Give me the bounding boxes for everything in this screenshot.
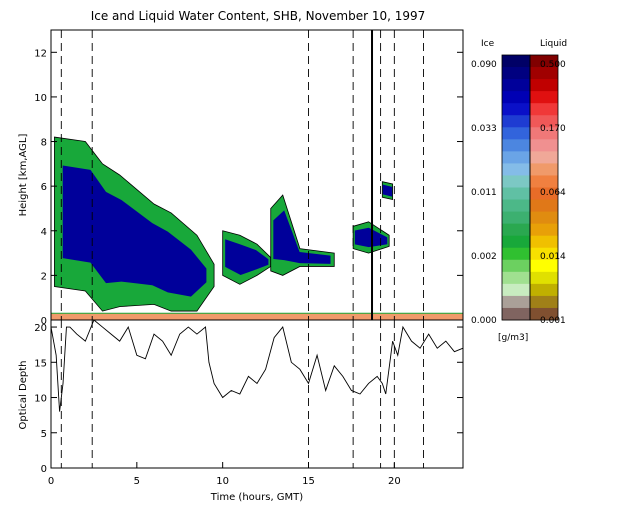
- colorbar-ice-cell-18: [502, 271, 530, 285]
- xtick-label-0: 0: [48, 476, 54, 487]
- colorbar-liquid-tick-4: 0.001: [540, 316, 566, 326]
- colorbar-ice-label: Ice: [481, 39, 495, 49]
- cloud-core-0: [62, 165, 207, 297]
- top-ylabel: Height [km,AGL]: [18, 134, 29, 217]
- cloud-region-5: [50, 312, 464, 321]
- colorbar-ice-tick-0: 0.090: [471, 60, 497, 70]
- top-ytick-label-3: 6: [41, 182, 47, 193]
- bottom-plot-background: [51, 320, 463, 468]
- colorbar-ice-cell-20: [502, 295, 530, 309]
- colorbar-liquid-tick-2: 0.064: [540, 188, 566, 198]
- colorbar-units: [g/m3]: [498, 333, 528, 343]
- xtick-label-4: 20: [388, 476, 401, 487]
- colorbar-liquid-cell-12: [530, 199, 558, 213]
- colorbar-liquid-label: Liquid: [540, 39, 567, 49]
- chart-title: Ice and Liquid Water Content, SHB, Novem…: [91, 9, 426, 23]
- colorbar-liquid-cell-20: [530, 295, 558, 309]
- colorbar-ice-cell-14: [502, 223, 530, 237]
- colorbar-liquid-tick-3: 0.014: [540, 252, 566, 262]
- colorbar-liquid-cell-7: [530, 139, 558, 152]
- colorbar-ice-tick-1: 0.033: [471, 124, 497, 134]
- colorbar-liquid-cell-13: [530, 211, 558, 225]
- colorbar-ice-cell-9: [502, 163, 530, 176]
- colorbar-liquid-cell-3: [530, 91, 558, 104]
- colorbar-ice-tick-4: 0.000: [471, 316, 497, 326]
- colorbar-ice-tick-2: 0.011: [471, 188, 497, 198]
- bottom-plot-frame: [50, 319, 464, 469]
- cloud-core-4: [382, 184, 393, 197]
- colorbar-ice-strip: [502, 55, 530, 321]
- colorbar: Ice Liquid 0.090 0.500 0.033 0.170 0.011 0.06…: [471, 39, 567, 343]
- colorbar-liquid-cell-1: [530, 67, 558, 80]
- optical-depth-line: [50, 319, 464, 412]
- bottom-x-axis: 0 5 10 15 20: [48, 462, 401, 487]
- colorbar-liquid-cell-5: [530, 115, 558, 128]
- colorbar-ice-cell-13: [502, 211, 530, 225]
- colorbar-ice-cell-21: [502, 307, 530, 321]
- colorbar-liquid-cell-15: [530, 235, 558, 249]
- colorbar-ice-cell-1: [502, 67, 530, 80]
- bottom-vertical-lines: [60, 320, 424, 468]
- top-ytick-label-6: 12: [34, 48, 47, 59]
- cloud-core-2: [273, 210, 331, 264]
- bottom-ylabel: Optical Depth: [18, 361, 29, 430]
- xtick-label-1: 5: [134, 476, 140, 487]
- bottom-ytick-label-0: 0: [41, 464, 47, 475]
- colorbar-ticks: 0.090 0.500 0.033 0.170 0.011 0.064 0.002 0.014…: [471, 60, 566, 326]
- bottom-ytick-label-2: 10: [34, 394, 47, 405]
- colorbar-ice-cell-0: [502, 55, 530, 68]
- colorbar-ice-cell-7: [502, 139, 530, 152]
- xtick-label-3: 15: [302, 476, 315, 487]
- colorbar-ice-cell-8: [502, 151, 530, 164]
- xtick-label-2: 10: [216, 476, 229, 487]
- colorbar-ice-cell-11: [502, 187, 530, 201]
- colorbar-ice-cell-4: [502, 103, 530, 116]
- colorbar-liquid-strip: [530, 55, 558, 321]
- bottom-xlabel: Time (hours, GMT): [210, 492, 304, 503]
- colorbar-liquid-cell-6: [530, 127, 558, 140]
- top-ytick-label-5: 10: [34, 93, 47, 104]
- colorbar-liquid-cell-8: [530, 151, 558, 164]
- colorbar-liquid-tick-1: 0.170: [540, 124, 566, 134]
- colorbar-liquid-cell-21: [530, 307, 558, 321]
- top-vertical-lines: [60, 30, 424, 320]
- colorbar-ice-cell-10: [502, 175, 530, 188]
- colorbar-liquid-cell-16: [530, 247, 558, 261]
- colorbar-liquid-cell-17: [530, 259, 558, 273]
- colorbar-ice-cell-3: [502, 91, 530, 104]
- bottom-ytick-label-1: 5: [41, 429, 47, 440]
- top-ytick-label-0: 0: [41, 316, 47, 327]
- top-ytick-label-2: 4: [41, 227, 47, 238]
- colorbar-liquid-cell-10: [530, 175, 558, 188]
- colorbar-ice-cell-5: [502, 115, 530, 128]
- colorbar-liquid-frame: [529, 54, 559, 321]
- top-panel: 0 2 4 6 8 10 12 Height [km,AGL]: [18, 29, 464, 327]
- colorbar-ice-cell-12: [502, 199, 530, 213]
- top-ytick-label-4: 8: [41, 138, 47, 149]
- colorbar-liquid-cell-2: [530, 79, 558, 92]
- cloud-core-1: [225, 239, 269, 275]
- bottom-y-axis: 0 5 10 15 20: [34, 323, 463, 475]
- bottom-ytick-label-3: 15: [34, 358, 47, 369]
- colorbar-ice-cell-6: [502, 127, 530, 140]
- colorbar-ice-cell-2: [502, 79, 530, 92]
- top-ytick-label-1: 2: [41, 271, 47, 282]
- colorbar-liquid-cell-19: [530, 283, 558, 297]
- colorbar-liquid-cell-4: [530, 103, 558, 116]
- colorbar-ice-cell-19: [502, 283, 530, 297]
- colorbar-ice-cell-16: [502, 247, 530, 261]
- colorbar-ice-cell-15: [502, 235, 530, 249]
- colorbar-liquid-cell-9: [530, 163, 558, 176]
- colorbar-ice-cell-17: [502, 259, 530, 273]
- colorbar-liquid-cell-0: [530, 55, 558, 68]
- colorbar-liquid-cell-18: [530, 271, 558, 285]
- colorbar-liquid-cell-11: [530, 187, 558, 201]
- colorbar-liquid-cell-14: [530, 223, 558, 237]
- colorbar-liquid-tick-0: 0.500: [540, 60, 566, 70]
- bottom-panel: 0 5 10 15 20 0 5 10 15 20 Optical Depth Time (ho…: [18, 319, 464, 503]
- top-y-axis: 0 2 4 6 8 10 12: [34, 48, 463, 327]
- bottom-ytick-label-4: 20: [34, 323, 47, 334]
- colorbar-ice-tick-3: 0.002: [471, 252, 497, 262]
